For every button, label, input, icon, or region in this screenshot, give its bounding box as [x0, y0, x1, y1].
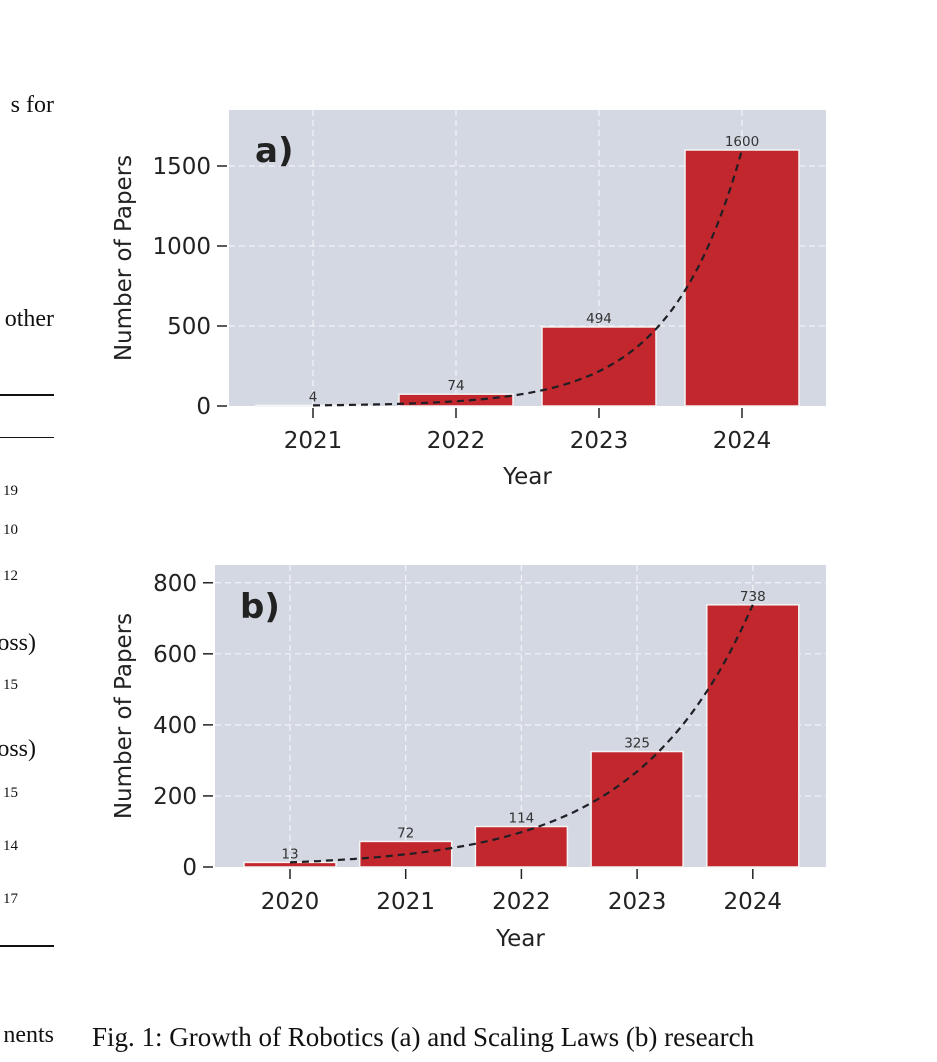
data-label: 74	[447, 378, 464, 394]
figure-caption: Fig. 1: Growth of Robotics (a) and Scali…	[92, 1022, 755, 1052]
x-tick-label: 2023	[570, 428, 629, 454]
table-bottom-rule	[0, 945, 54, 947]
left-text-fragment: oss)	[0, 736, 36, 762]
left-text-fragment: other	[4, 306, 54, 332]
x-tick-label: 2024	[724, 889, 783, 915]
data-label: 114	[509, 810, 535, 826]
data-label: 72	[397, 825, 414, 841]
y-tick-label: 1000	[152, 234, 211, 260]
y-tick-label: 0	[196, 394, 211, 420]
bar	[541, 326, 657, 407]
x-tick-label: 2024	[713, 428, 772, 454]
x-tick-label: 2022	[492, 889, 551, 915]
y-tick-label: 500	[167, 314, 211, 340]
data-label: 1600	[725, 134, 759, 150]
x-tick-label: 2022	[427, 428, 486, 454]
bar	[590, 750, 684, 868]
trend-line	[289, 604, 754, 864]
trend-line	[312, 149, 744, 407]
y-tick-label: 200	[153, 784, 197, 810]
left-text-fragment: 15	[3, 785, 18, 801]
data-label: 13	[281, 846, 298, 862]
table-top-rule	[0, 394, 54, 396]
x-tick-label: 2023	[608, 889, 667, 915]
x-axis-label: Year	[495, 926, 545, 952]
left-text-fragment: nents	[3, 1022, 54, 1048]
data-label: 738	[740, 589, 766, 605]
y-tick-label: 600	[153, 642, 197, 668]
left-text-fragment: 12	[3, 568, 18, 584]
panel-label: b)	[240, 587, 280, 627]
left-text-fragment: 17	[3, 891, 18, 907]
left-text-fragment: 19	[3, 483, 18, 499]
bar	[243, 861, 337, 868]
y-tick-label: 800	[153, 571, 197, 597]
figure-charts: 4 74 494 1600 0 500 1000 1500 2021 2022 2023 2024 Nu…	[111, 110, 826, 952]
left-text-fragment: 14	[3, 838, 18, 854]
x-tick-label: 2021	[284, 428, 343, 454]
data-label: 494	[586, 311, 612, 327]
left-text-fragment: 15	[3, 677, 18, 693]
y-tick-label: 1500	[152, 154, 211, 180]
x-tick-label: 2020	[261, 889, 320, 915]
left-text-fragment: 10	[3, 522, 18, 538]
y-axis-label: Number of Papers	[111, 155, 137, 361]
left-text-fragment: s for	[10, 92, 54, 118]
data-label: 4	[309, 389, 318, 405]
y-tick-label: 0	[182, 855, 197, 881]
bar	[398, 393, 514, 407]
left-text-fragment: oss)	[0, 630, 36, 656]
bar	[684, 149, 800, 407]
x-axis-label: Year	[502, 464, 552, 490]
bar	[706, 604, 800, 868]
panel-label: a)	[255, 131, 293, 171]
y-axis-label: Number of Papers	[111, 613, 137, 819]
bar	[358, 840, 453, 868]
x-tick-label: 2021	[376, 889, 435, 915]
table-header-rule	[0, 437, 54, 439]
data-label: 325	[624, 736, 650, 752]
y-tick-label: 400	[153, 713, 197, 739]
